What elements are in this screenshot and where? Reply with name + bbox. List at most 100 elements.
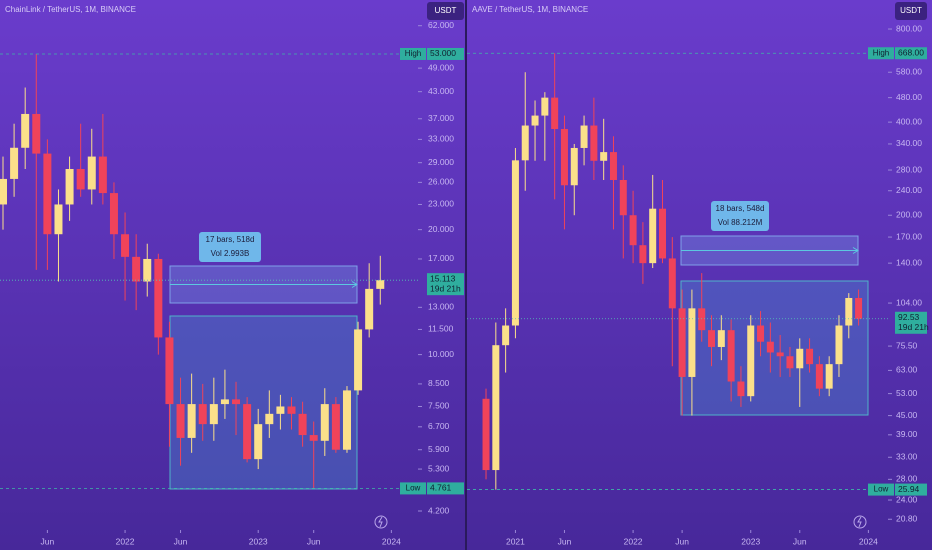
candle-body xyxy=(265,413,274,425)
candle-body xyxy=(365,288,374,330)
y-tick-label: 37.000 xyxy=(428,113,454,123)
candle-body xyxy=(232,399,241,405)
candle-body xyxy=(541,97,549,116)
x-tick-label: 2022 xyxy=(624,536,643,546)
marker-value: 4.761 xyxy=(430,483,452,493)
y-tick-label: 8.500 xyxy=(428,378,450,388)
candle-body xyxy=(187,404,196,438)
candle-body xyxy=(209,404,218,425)
marker-text: Low xyxy=(874,485,889,494)
annotation-text: Vol 2.993B xyxy=(211,249,250,258)
candle-body xyxy=(54,204,63,235)
x-tick-label: Jun xyxy=(174,536,188,546)
marker-text: Low xyxy=(406,484,421,493)
marker-value-tag xyxy=(895,47,927,60)
candle-body xyxy=(786,356,794,369)
candle-body xyxy=(698,308,706,331)
x-tick-label: 2021 xyxy=(506,536,525,546)
candle-body xyxy=(717,330,725,347)
candle-body xyxy=(590,125,598,161)
candle-body xyxy=(639,245,647,264)
candle-body xyxy=(658,208,666,259)
y-tick-label: 170.00 xyxy=(896,231,922,241)
y-tick-label: 7.500 xyxy=(428,401,450,411)
marker-value-tag xyxy=(427,47,464,60)
candle-body xyxy=(766,341,774,353)
y-tick-label: 5.900 xyxy=(428,444,450,454)
x-tick-label: Jun xyxy=(793,536,807,546)
candle-body xyxy=(331,404,340,450)
countdown: 19d 21h xyxy=(430,283,461,293)
y-tick-label: 63.00 xyxy=(896,365,918,375)
annotation-text: 17 bars, 518d xyxy=(206,235,255,244)
lightning-icon xyxy=(374,515,388,529)
y-tick-label: 20.80 xyxy=(896,513,918,523)
candle-body xyxy=(619,179,627,216)
y-tick-label: 53.00 xyxy=(896,388,918,398)
y-tick-label: 39.00 xyxy=(896,429,918,439)
candle-body xyxy=(320,404,329,441)
candle-body xyxy=(855,298,863,319)
candle-body xyxy=(649,208,657,264)
candle-body xyxy=(342,390,351,450)
y-tick-label: 200.00 xyxy=(896,209,922,219)
candle-body xyxy=(757,325,765,342)
unit-label: USDT xyxy=(900,6,922,15)
y-tick-label: 24.00 xyxy=(896,494,918,504)
y-tick-label: 20.000 xyxy=(428,224,454,234)
y-tick-label: 104.00 xyxy=(896,297,922,307)
candle-body xyxy=(276,406,285,414)
annotation-text: 18 bars, 548d xyxy=(716,204,765,213)
marker-text: High xyxy=(873,48,889,57)
lightning-icon xyxy=(853,515,867,529)
candle-body xyxy=(287,406,296,414)
chart-panel: AAVE / TetherUS, 1M, BINANCE USDT 800.00 58… xyxy=(467,2,929,546)
unit-button xyxy=(427,2,464,20)
candle-body xyxy=(121,234,130,257)
candle-body xyxy=(737,381,745,397)
candle-body xyxy=(132,256,141,282)
candle-body xyxy=(65,169,74,205)
candle-body xyxy=(76,169,85,190)
y-tick-label: 580.00 xyxy=(896,66,922,76)
candle-body xyxy=(629,215,637,246)
last-price-tag xyxy=(427,273,464,296)
annotation-box xyxy=(199,232,261,262)
y-tick-label: 26.000 xyxy=(428,177,454,187)
unit-button xyxy=(895,2,927,20)
marker-value-tag xyxy=(427,482,464,495)
candle-body xyxy=(668,258,676,309)
y-tick-label: 340.00 xyxy=(896,138,922,148)
y-tick-label: 75.50 xyxy=(896,340,918,350)
marker-tag xyxy=(400,482,426,495)
x-tick-label: 2023 xyxy=(249,536,268,546)
unit-label: USDT xyxy=(435,6,457,15)
marker-value: 668.00 xyxy=(898,47,924,57)
candle-body xyxy=(521,125,529,161)
candle-body xyxy=(600,152,608,161)
candle-body xyxy=(87,156,96,190)
range-arrowhead xyxy=(351,281,358,288)
x-tick-label: 2022 xyxy=(116,536,135,546)
x-tick-label: 2024 xyxy=(859,536,878,546)
marker-value-tag xyxy=(895,483,927,496)
candle-body xyxy=(747,325,755,397)
y-tick-label: 29.000 xyxy=(428,157,454,167)
candle-body xyxy=(254,424,263,460)
x-tick-label: 2024 xyxy=(382,536,401,546)
candle-body xyxy=(580,125,588,148)
candle-body xyxy=(309,435,318,441)
candle-body xyxy=(176,404,185,438)
y-tick-label: 13.000 xyxy=(428,302,454,312)
y-tick-label: 43.000 xyxy=(428,86,454,96)
candle-body xyxy=(806,348,814,365)
y-tick-label: 280.00 xyxy=(896,164,922,174)
candle-body xyxy=(531,115,539,126)
chart-title: ChainLink / TetherUS, 1M, BINANCE xyxy=(5,5,136,14)
candle-body xyxy=(796,348,804,369)
candle-body xyxy=(10,147,19,179)
y-tick-label: 10.000 xyxy=(428,349,454,359)
candle-body xyxy=(815,364,823,389)
annotation-box xyxy=(711,201,769,231)
